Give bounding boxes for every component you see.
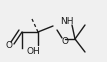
Text: O: O: [5, 41, 13, 51]
Text: OH: OH: [26, 47, 40, 56]
Text: NH: NH: [60, 17, 74, 26]
Text: O: O: [62, 37, 69, 46]
